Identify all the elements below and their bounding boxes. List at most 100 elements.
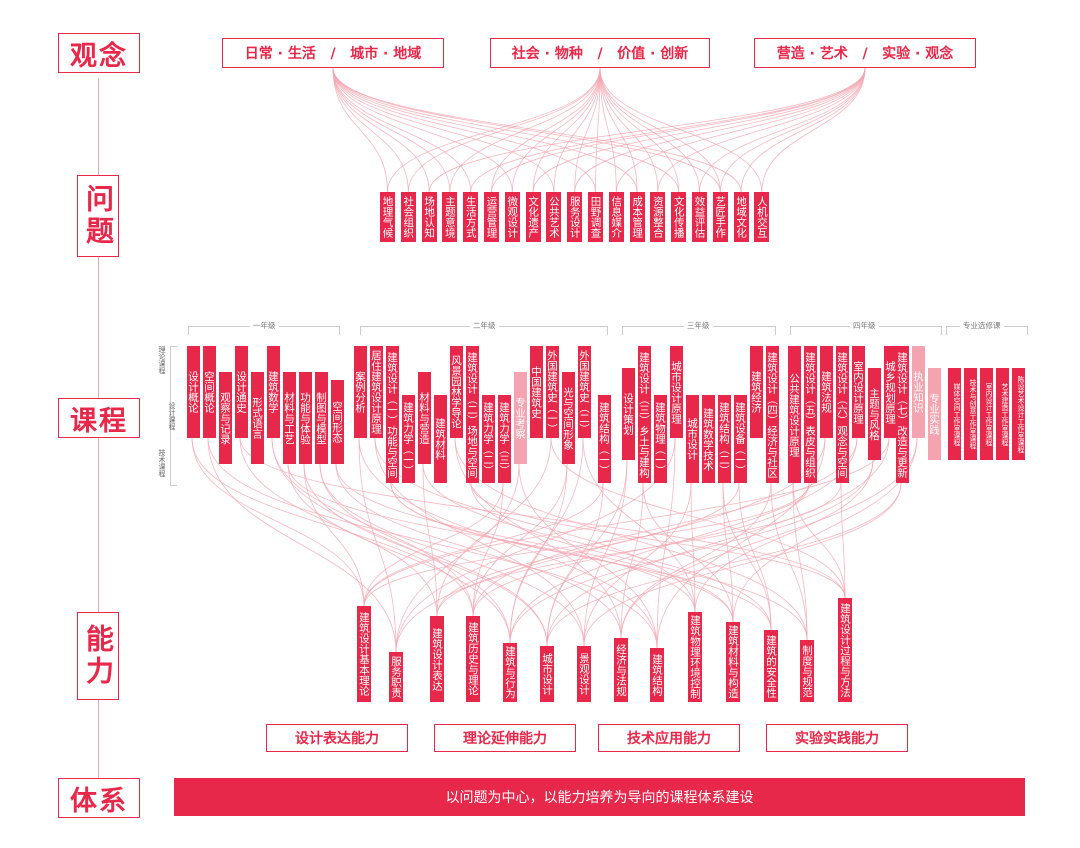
course-item: 建筑设计（四）经济与社区	[766, 346, 779, 483]
course-ability-link	[303, 463, 365, 607]
course-ability-link	[422, 463, 438, 617]
course-ability-link	[722, 482, 772, 631]
course-item: 建筑力学（一）	[402, 395, 415, 483]
course-item: 设计概论	[187, 346, 200, 438]
course-ability-link	[546, 459, 628, 647]
concept-problem-link	[332, 67, 388, 193]
course-ability-link	[363, 482, 604, 607]
concept-problem-link	[332, 67, 638, 193]
ability-group-theory-extension: 理论延伸能力	[434, 724, 576, 752]
course-ability-link	[583, 459, 628, 647]
concept-box-daily-city: 日常 · 生活 / 城市 · 地域	[222, 38, 444, 68]
course-item: 建筑经济	[750, 346, 763, 438]
course-item: 建筑法规	[820, 346, 833, 438]
course-item: 设计策划	[622, 368, 635, 460]
concept-problem-link	[428, 67, 866, 193]
course-ability-link	[287, 463, 696, 613]
sidebar-system-label: 体系	[58, 778, 140, 818]
concept-problem-link	[332, 67, 680, 193]
course-ability-link	[509, 463, 568, 644]
year-label-2: 二年级	[470, 320, 499, 331]
course-ability-link	[472, 482, 504, 617]
concept-problem-link	[332, 67, 742, 193]
concept-problem-link	[599, 67, 700, 193]
problem-item: 生活方式	[463, 192, 479, 242]
sidebar-concept-label: 观念	[58, 33, 140, 73]
concept-problem-link	[332, 67, 513, 193]
course-item: 建筑设备（一）	[734, 395, 747, 483]
course-item: 主题与风格	[868, 368, 881, 460]
course-category-bracket	[170, 346, 177, 486]
sidebar-problem-label: 问题	[77, 175, 119, 257]
course-ability-link	[363, 482, 504, 607]
course-item: 建筑设计（三）乡土与建构	[638, 346, 651, 483]
concept-problem-link	[387, 67, 601, 193]
concept-problem-link	[532, 67, 866, 193]
course-item: 建筑设计（一）功能与空间	[386, 346, 399, 483]
problem-item: 文化遗产	[525, 192, 541, 242]
concept-problem-link	[332, 67, 430, 193]
year-label-3: 三年级	[684, 320, 713, 331]
year-label-elective: 专业选修课	[960, 320, 1004, 331]
course-item: 媒体空间工作室课程	[948, 368, 961, 460]
ability-item: 建筑设计过程与方法	[838, 598, 852, 702]
problem-item: 资源整合	[650, 192, 666, 242]
sidebar-course-label: 课程	[58, 398, 140, 438]
concept-problem-link	[491, 67, 866, 193]
problem-item: 主题意境	[442, 192, 458, 242]
problem-item: 田野调查	[588, 192, 603, 242]
concept-problem-link	[532, 67, 601, 193]
course-item: 建筑物理（一）	[654, 395, 667, 483]
course-item: 风景园林学导论	[450, 346, 463, 438]
course-item: 建筑设计（七）改造与更新	[896, 346, 909, 483]
concept-box-craft-experiment: 营造 · 艺术 / 实验 · 观念	[754, 38, 976, 68]
concept-problem-link	[719, 67, 866, 193]
course-item: 居住建筑设计原理	[370, 346, 383, 438]
ability-item: 经济与法规	[614, 638, 628, 702]
concept-problem-link	[332, 67, 721, 193]
course-ability-link	[642, 482, 734, 623]
course-ability-link	[738, 482, 772, 631]
ability-item: 建筑材料与构造	[726, 622, 740, 702]
course-item: 功能与体验	[299, 372, 312, 464]
problem-item: 地域文化	[733, 192, 749, 242]
course-item: 艺术建造工作室课程	[996, 368, 1009, 460]
course-ability-link	[335, 463, 622, 639]
course-item: 建筑结构（一）	[598, 395, 611, 483]
concept-problem-link	[615, 67, 866, 193]
course-category-theory: 理论课程	[158, 346, 166, 374]
course-item: 建筑设计（二）场地与空间	[466, 346, 479, 483]
ability-item: 建筑结构	[650, 648, 664, 702]
problem-item: 文化传播	[671, 192, 687, 242]
concept-problem-link	[599, 67, 617, 193]
problem-item: 成本管理	[629, 192, 645, 242]
course-ability-link	[472, 463, 568, 617]
concept-problem-link	[470, 67, 866, 193]
concept-problem-link	[574, 67, 601, 193]
problem-item: 服务设计	[567, 192, 583, 242]
year-label-1: 一年级	[250, 320, 279, 331]
problem-item: 地理气候	[380, 192, 395, 242]
problem-item: 社会组织	[400, 192, 416, 242]
concept-problem-link	[740, 67, 866, 193]
course-item: 建筑设计（六）观念与空间	[836, 346, 849, 483]
course-ability-link	[363, 482, 810, 607]
problem-item: 公共艺术	[546, 192, 562, 242]
concept-problem-link	[657, 67, 866, 193]
concept-problem-link	[449, 67, 601, 193]
course-item: 案例分析	[354, 346, 367, 438]
course-item: 制图与模型	[315, 372, 328, 464]
course-item: 材料与营造	[418, 372, 431, 464]
concept-problem-link	[761, 67, 866, 193]
concept-problem-link	[332, 67, 596, 193]
concept-problem-link	[553, 67, 601, 193]
course-item: 建筑设计（五）表皮与组织	[804, 346, 817, 483]
course-item: 城乡规划原理	[884, 346, 897, 438]
course-ability-link	[792, 482, 846, 599]
course-ability-link	[472, 482, 810, 617]
course-ability-link	[690, 482, 696, 613]
course-item: 公共建筑设计原理	[788, 346, 801, 483]
concept-problem-link	[491, 67, 601, 193]
course-ability-link	[546, 482, 604, 647]
ability-item: 建筑的安全性	[764, 630, 778, 702]
